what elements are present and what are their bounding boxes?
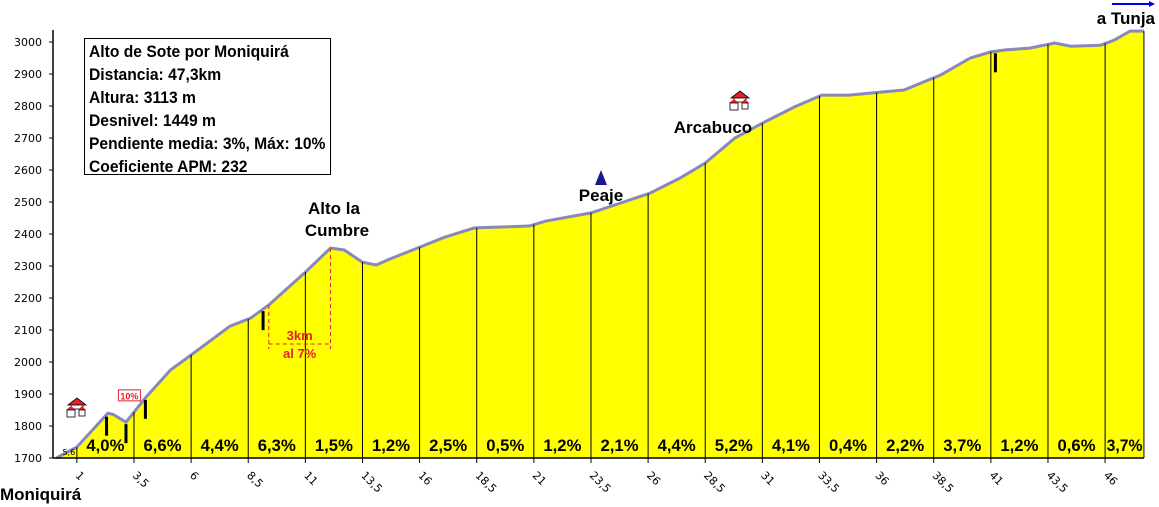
place-label-moniquira: Moniquirá xyxy=(0,485,82,504)
info-gradient: Pendiente media: 3%, Máx: 10% xyxy=(89,134,326,153)
y-tick-label: 1800 xyxy=(14,420,42,433)
x-tick-label: 18,5 xyxy=(473,469,500,496)
y-tick-label: 2000 xyxy=(14,356,42,369)
place-label-arcabuco: Arcabuco xyxy=(674,118,752,137)
info-altitude: Altura: 3113 m xyxy=(89,88,196,107)
x-tick-label: 41 xyxy=(987,469,1006,488)
y-tick-label: 2400 xyxy=(14,228,42,241)
x-tick-label: 33,5 xyxy=(815,469,842,496)
segment-gradient-label: 2,1% xyxy=(601,436,639,455)
max-gradient-tag-box xyxy=(117,389,141,402)
segment-gradient-label: 2,2% xyxy=(886,436,924,455)
segment-gradient-label: 1,2% xyxy=(372,436,410,455)
x-tick-label: 43,5 xyxy=(1044,469,1071,496)
climb-note-distance: 3km xyxy=(287,328,313,343)
segment-gradient-label: 3,7% xyxy=(1107,436,1143,455)
toll-triangle-icon xyxy=(595,170,607,185)
arrow-head-icon xyxy=(1149,1,1155,7)
segment-gradient-label: 0,4% xyxy=(829,436,867,455)
steep-section-marker xyxy=(261,311,265,331)
place-label-alto-la-cumbre-1: Alto la xyxy=(308,199,360,218)
x-tick-label: 46 xyxy=(1101,469,1120,488)
profile-area xyxy=(56,31,1144,458)
x-tick-label: 28,5 xyxy=(701,469,728,496)
segment-gradient-label: 4,4% xyxy=(658,436,696,455)
info-elevation-gain: Desnivel: 1449 m xyxy=(89,111,216,130)
info-apm: Coeficiente APM: 232 xyxy=(89,157,248,176)
y-tick-label: 2100 xyxy=(14,324,42,337)
place-label-peaje: Peaje xyxy=(579,186,623,205)
y-tick-label: 2900 xyxy=(14,68,42,81)
segment-gradient-label: 4,1% xyxy=(772,436,810,455)
y-tick-label: 2500 xyxy=(14,196,42,209)
first-segment-label: 5,6 xyxy=(62,448,75,457)
segment-gradient-label: 4,0% xyxy=(86,436,124,455)
info-box: Alto de Sote por Moniquirá Distancia: 47… xyxy=(84,38,331,176)
steep-section-marker xyxy=(124,424,128,444)
segment-gradient-label: 2,5% xyxy=(429,436,467,455)
x-tick-label: 23,5 xyxy=(587,469,614,496)
x-tick-label: 1 xyxy=(73,469,87,483)
y-tick-label: 2300 xyxy=(14,260,42,273)
profile-line xyxy=(55,29,1144,460)
segment-gradient-label: 6,3% xyxy=(258,436,296,455)
place-label-alto-la-cumbre-2: Cumbre xyxy=(305,221,369,240)
y-tick-label: 1700 xyxy=(14,452,42,465)
x-tick-label: 38,5 xyxy=(930,469,957,496)
x-tick-label: 26 xyxy=(644,469,663,488)
y-tick-label: 2800 xyxy=(14,100,42,113)
info-title: Alto de Sote por Moniquirá xyxy=(89,42,289,61)
y-tick-label: 3000 xyxy=(14,36,42,49)
segment-gradient-label: 5,2% xyxy=(715,436,753,455)
segment-gradient-label: 6,6% xyxy=(144,436,182,455)
info-distance: Distancia: 47,3km xyxy=(89,65,222,84)
steep-section-marker xyxy=(105,416,109,436)
segment-gradient-label: 1,5% xyxy=(315,436,353,455)
y-tick-label: 2200 xyxy=(14,292,42,305)
x-tick-label: 13,5 xyxy=(358,469,385,496)
x-tick-label: 6 xyxy=(187,469,201,483)
segment-gradient-label: 1,2% xyxy=(543,436,581,455)
x-tick-label: 3,5 xyxy=(130,469,152,491)
segment-gradient-label: 3,7% xyxy=(943,436,981,455)
segment-gradient-label: 0,6% xyxy=(1058,436,1096,455)
climb-note-gradient: al 7% xyxy=(283,346,317,361)
x-tick-label: 16 xyxy=(415,469,434,488)
steep-section-marker xyxy=(993,53,997,73)
town-icon xyxy=(729,90,751,111)
place-label-tunja: a Tunja xyxy=(1097,9,1156,28)
town-icon xyxy=(66,397,88,418)
x-tick-label: 31 xyxy=(758,469,777,488)
x-tick-label: 21 xyxy=(530,469,549,488)
steep-section-marker xyxy=(143,399,147,419)
segment-gradient-label: 4,4% xyxy=(201,436,239,455)
segment-gradient-label: 0,5% xyxy=(486,436,524,455)
y-tick-label: 2600 xyxy=(14,164,42,177)
y-tick-label: 2700 xyxy=(14,132,42,145)
x-tick-label: 36 xyxy=(872,469,891,488)
y-tick-label: 1900 xyxy=(14,388,42,401)
x-tick-label: 11 xyxy=(301,469,320,488)
x-tick-label: 8,5 xyxy=(244,469,266,491)
max-gradient-tag: 10% xyxy=(120,391,138,401)
segment-gradient-label: 1,2% xyxy=(1000,436,1038,455)
